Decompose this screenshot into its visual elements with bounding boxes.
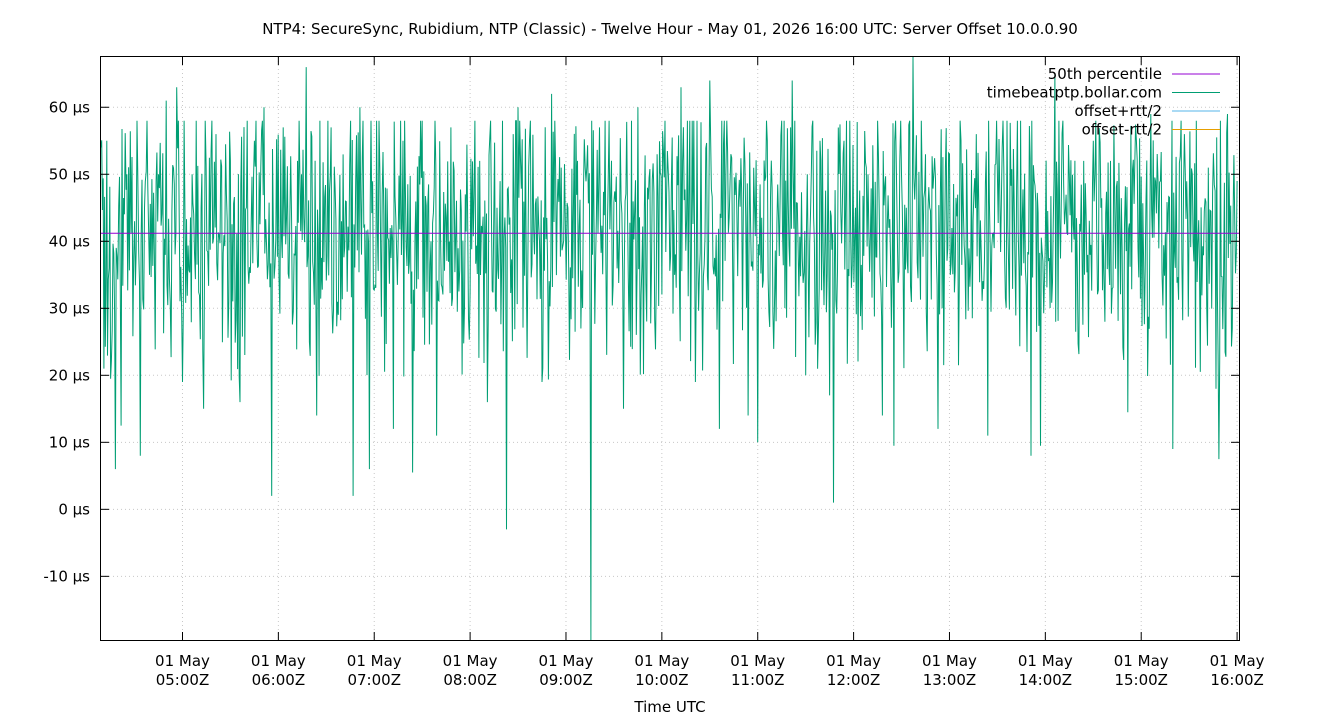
x-tick-label-time: 12:00Z xyxy=(827,671,881,689)
x-tick-label-time: 05:00Z xyxy=(156,671,210,689)
y-tick-label: 0 µs xyxy=(58,500,90,518)
y-tick-label: 50 µs xyxy=(49,165,90,183)
y-tick-label: 40 µs xyxy=(49,232,90,250)
x-tick-label-time: 08:00Z xyxy=(443,671,497,689)
x-tick-label-date: 01 May xyxy=(634,652,689,670)
y-tick-label: 60 µs xyxy=(49,98,90,116)
y-tick-label: 10 µs xyxy=(49,433,90,451)
legend-label: offset-rtt/2 xyxy=(1082,121,1162,139)
x-tick-label-time: 14:00Z xyxy=(1019,671,1073,689)
legend-label: 50th percentile xyxy=(1048,65,1162,83)
x-tick-label-date: 01 May xyxy=(539,652,594,670)
x-tick-label-time: 15:00Z xyxy=(1114,671,1168,689)
chart-title: NTP4: SecureSync, Rubidium, NTP (Classic… xyxy=(262,20,1078,38)
series xyxy=(100,56,1239,641)
x-axis-label: Time UTC xyxy=(633,698,705,716)
legend-label: offset+rtt/2 xyxy=(1074,102,1162,120)
y-tick-label: 20 µs xyxy=(49,366,90,384)
x-tick-label-date: 01 May xyxy=(155,652,210,670)
x-tick-label-time: 13:00Z xyxy=(923,671,977,689)
grid xyxy=(101,57,1239,640)
x-tick-label-time: 11:00Z xyxy=(731,671,785,689)
x-tick-label-date: 01 May xyxy=(251,652,306,670)
x-tick-label-date: 01 May xyxy=(443,652,498,670)
legend: 50th percentiletimebeatptp.bollar.comoff… xyxy=(987,65,1220,139)
x-tick-label-date: 01 May xyxy=(826,652,881,670)
ticks: 60 µs 50 µs 40 µs 30 µs 20 µs 10 µs 0 µs -10 µs… xyxy=(43,57,1265,689)
legend-label: timebeatptp.bollar.com xyxy=(987,84,1162,102)
x-tick-label-date: 01 May xyxy=(1114,652,1169,670)
y-tick-label: -10 µs xyxy=(43,567,90,585)
x-tick-label-time: 06:00Z xyxy=(252,671,306,689)
plot-frame xyxy=(100,56,1240,641)
x-tick-label-date: 01 May xyxy=(347,652,402,670)
x-tick-label-date: 01 May xyxy=(922,652,977,670)
x-tick-label-time: 16:00Z xyxy=(1210,671,1264,689)
x-tick-label-date: 01 May xyxy=(730,652,785,670)
x-tick-label-date: 01 May xyxy=(1018,652,1073,670)
x-tick-label-time: 07:00Z xyxy=(347,671,401,689)
series-line-timebeatptp xyxy=(100,56,1238,641)
x-tick-label-time: 10:00Z xyxy=(635,671,689,689)
x-tick-label-date: 01 May xyxy=(1210,652,1265,670)
x-tick-label-time: 09:00Z xyxy=(539,671,593,689)
y-tick-label: 30 µs xyxy=(49,299,90,317)
